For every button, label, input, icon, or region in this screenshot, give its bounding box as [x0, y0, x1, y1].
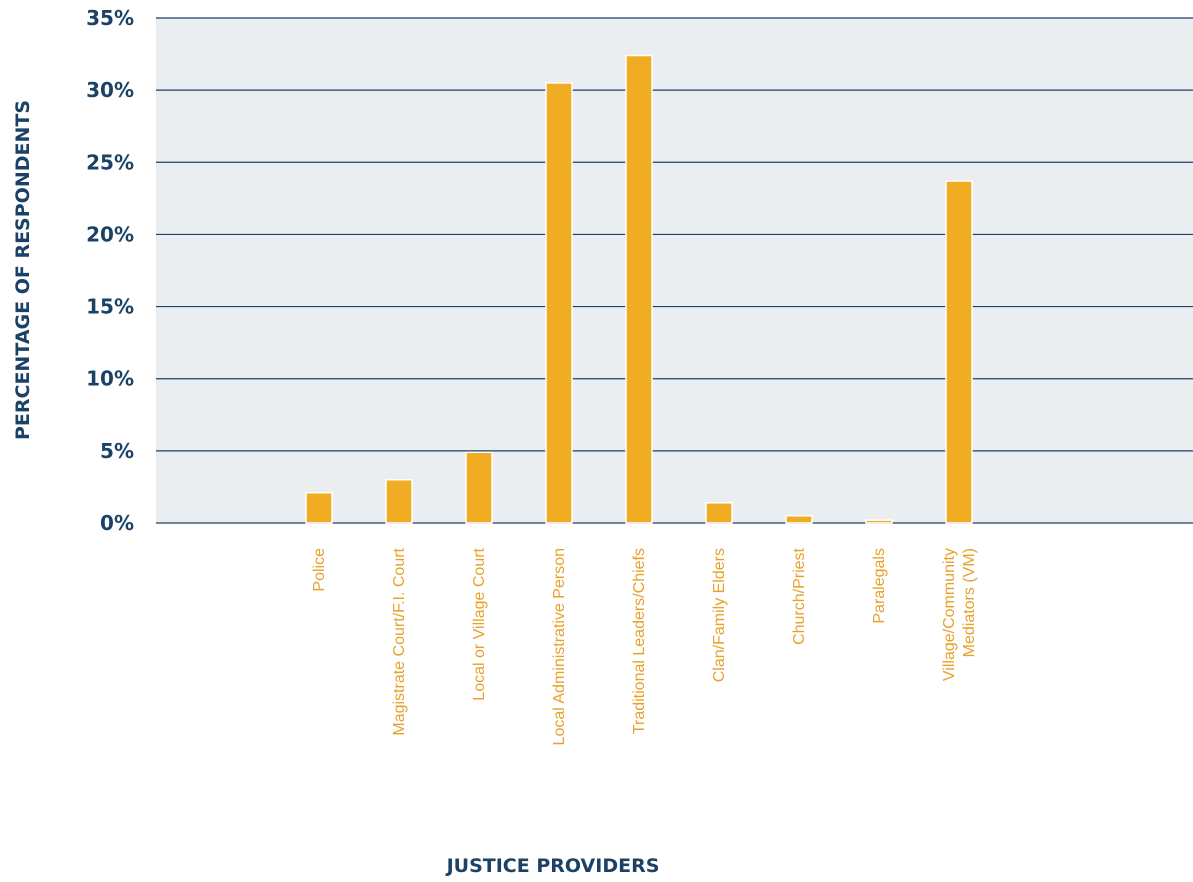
category-label: Local Administrative Person — [551, 548, 568, 745]
gridlines — [156, 17, 1193, 524]
category-label-line: Village/Community — [941, 548, 958, 681]
category-label: Paralegals — [871, 548, 888, 624]
category-labels: Police Magistrate Court/F.I. Court Local o… — [311, 547, 978, 745]
category-label-line: Local or Village Court — [471, 547, 488, 700]
bar — [305, 491, 333, 524]
category-label: Local or Village Court — [471, 547, 488, 700]
bar — [705, 502, 733, 524]
category-label-line: Clan/Family Elders — [711, 548, 728, 682]
category-label: Clan/Family Elders — [711, 548, 728, 682]
category-label-line: Mediators (VM) — [961, 548, 978, 657]
bar — [625, 54, 653, 524]
category-label: Church/Priest — [791, 547, 808, 644]
bar — [865, 519, 893, 524]
category-label-line: Traditional Leaders/Chiefs — [631, 548, 648, 734]
category-label-line: Police — [311, 548, 328, 592]
category-label: Traditional Leaders/Chiefs — [631, 548, 648, 734]
category-label-line: Church/Priest — [791, 547, 808, 644]
category-label: Magistrate Court/F.I. Court — [391, 547, 408, 735]
bar — [465, 451, 493, 524]
category-label-line: Magistrate Court/F.I. Court — [391, 547, 408, 735]
y-tick-label: 30% — [86, 78, 134, 102]
bar — [945, 180, 973, 524]
category-label-line: Paralegals — [871, 548, 888, 624]
plot-background — [156, 18, 1193, 523]
y-tick-label: 35% — [86, 6, 134, 30]
category-label: Village/Community Mediators (VM) — [941, 548, 978, 681]
bar — [385, 478, 413, 524]
y-tick-label: 0% — [100, 511, 134, 535]
y-tick-label: 10% — [86, 367, 134, 391]
category-label-line: Local Administrative Person — [551, 548, 568, 745]
bar — [785, 515, 813, 524]
bar — [545, 82, 573, 524]
y-tick-label: 20% — [86, 222, 134, 246]
bars — [305, 54, 973, 524]
y-tick-label: 25% — [86, 150, 134, 174]
y-tick-labels: 0% 5% 10% 15% 20% 25% 30% 35% — [86, 6, 134, 535]
y-axis-title: PERCENTAGE OF RESPONDENTS — [12, 100, 34, 440]
category-label: Police — [311, 548, 328, 592]
y-tick-label: 15% — [86, 295, 134, 319]
y-tick-label: 5% — [100, 439, 134, 463]
x-axis-title: JUSTICE PROVIDERS — [445, 855, 660, 877]
